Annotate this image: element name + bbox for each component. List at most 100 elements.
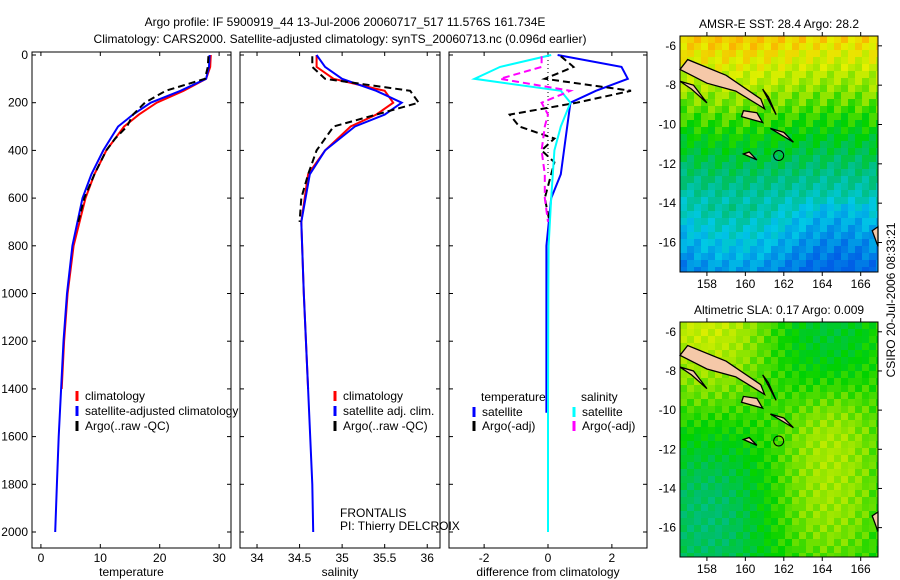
- map-cell: [680, 448, 687, 455]
- map-cell: [736, 246, 743, 253]
- map-cell: [778, 553, 785, 557]
- map-cell: [820, 329, 827, 336]
- map-cell: [701, 399, 708, 406]
- map-cell: [764, 420, 771, 427]
- map-cell: [862, 225, 869, 232]
- map-cell: [820, 350, 827, 357]
- map-cell: [876, 134, 878, 141]
- map-cell: [855, 183, 862, 190]
- map-cell: [750, 232, 757, 239]
- map-cell: [771, 385, 778, 392]
- map-cell: [841, 120, 848, 127]
- map-cell: [687, 120, 694, 127]
- map-cell: [722, 553, 729, 557]
- map-cell: [764, 162, 771, 169]
- map-cell: [834, 525, 841, 532]
- map-cell: [708, 455, 715, 462]
- map-cell: [869, 127, 876, 134]
- map-cell: [771, 162, 778, 169]
- map-cell: [750, 553, 757, 557]
- map-cell: [855, 385, 862, 392]
- map-cell: [715, 350, 722, 357]
- map-cell: [813, 553, 820, 557]
- map-cell: [722, 350, 729, 357]
- map-cell: [792, 64, 799, 71]
- map-cell: [848, 336, 855, 343]
- legend-label: Argo(..raw -QC): [85, 419, 170, 433]
- map-cell: [757, 546, 764, 553]
- map-cell: [834, 71, 841, 78]
- map-cell: [813, 92, 820, 99]
- map-cell: [694, 378, 701, 385]
- map-cell: [855, 127, 862, 134]
- map-cell: [729, 469, 736, 476]
- map-cell: [736, 64, 743, 71]
- map-cell: [694, 141, 701, 148]
- map-cell: [680, 36, 687, 43]
- map-cell: [820, 483, 827, 490]
- map-cell: [806, 546, 813, 553]
- map-cell: [813, 106, 820, 113]
- map-cell: [708, 64, 715, 71]
- map-cell: [820, 462, 827, 469]
- map-cell: [736, 553, 743, 557]
- map-cell: [869, 155, 876, 162]
- map-cell: [813, 218, 820, 225]
- map-title: AMSR-E SST: 28.4 Argo: 28.2: [699, 17, 859, 31]
- map-cell: [715, 336, 722, 343]
- map-cell: [827, 43, 834, 50]
- map-cell: [792, 399, 799, 406]
- map-cell: [869, 134, 876, 141]
- map-cell: [785, 364, 792, 371]
- map-cell: [848, 469, 855, 476]
- map-cell: [708, 36, 715, 43]
- map-cell: [862, 253, 869, 260]
- map-cell: [813, 43, 820, 50]
- map-cell: [813, 329, 820, 336]
- map-cell: [708, 336, 715, 343]
- map-cell: [799, 532, 806, 539]
- map-cell: [820, 392, 827, 399]
- map-cell: [701, 385, 708, 392]
- map-cell: [757, 476, 764, 483]
- map-cell: [827, 427, 834, 434]
- map-cell: [715, 246, 722, 253]
- map-cell: [750, 455, 757, 462]
- map-cell: [722, 267, 729, 272]
- map-cell: [680, 127, 687, 134]
- map-cell: [841, 364, 848, 371]
- map-frame: [679, 321, 879, 558]
- map-cell: [869, 141, 876, 148]
- map-cell: [694, 113, 701, 120]
- map-cell: [680, 357, 687, 364]
- map-cell: [743, 525, 750, 532]
- map-cell: [736, 504, 743, 511]
- map-cell: [792, 43, 799, 50]
- map-cell: [799, 476, 806, 483]
- map-cell: [876, 357, 878, 364]
- map-cell: [827, 225, 834, 232]
- map-cell: [715, 43, 722, 50]
- map-cell: [806, 406, 813, 413]
- map-cell: [715, 553, 722, 557]
- map-cell: [680, 148, 687, 155]
- map-cell: [792, 141, 799, 148]
- map-cell: [722, 239, 729, 246]
- map-cell: [708, 504, 715, 511]
- map-cell: [694, 50, 701, 57]
- map-cell: [771, 476, 778, 483]
- map-cell: [687, 190, 694, 197]
- map-cell: [785, 106, 792, 113]
- x-tick-label: -2: [479, 551, 490, 565]
- map-cell: [806, 413, 813, 420]
- map-cell: [750, 483, 757, 490]
- map-cell: [834, 204, 841, 211]
- map-cell: [806, 190, 813, 197]
- map-cell: [785, 211, 792, 218]
- map-cell: [792, 183, 799, 190]
- map-cell: [722, 406, 729, 413]
- map-cell: [876, 378, 878, 385]
- map-cell: [764, 406, 771, 413]
- map-cell: [841, 483, 848, 490]
- map-cell: [876, 350, 878, 357]
